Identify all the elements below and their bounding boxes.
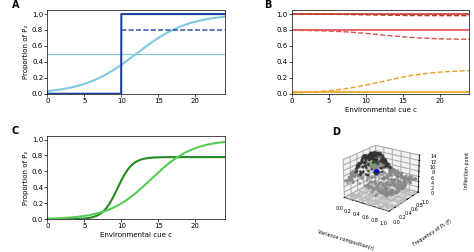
X-axis label: Environmental cue c: Environmental cue c bbox=[100, 232, 172, 238]
Text: C: C bbox=[12, 126, 19, 136]
Text: A: A bbox=[12, 1, 19, 10]
X-axis label: Environmental cue c: Environmental cue c bbox=[345, 107, 417, 113]
Text: D: D bbox=[332, 127, 340, 137]
Text: B: B bbox=[264, 1, 271, 10]
Y-axis label: Proportion of P₂: Proportion of P₂ bbox=[23, 150, 29, 205]
Y-axis label: Proportion of P₂: Proportion of P₂ bbox=[23, 25, 29, 79]
X-axis label: Variance composition(r): Variance composition(r) bbox=[317, 229, 374, 251]
Y-axis label: Frequency of P₂ (f): Frequency of P₂ (f) bbox=[412, 218, 452, 247]
